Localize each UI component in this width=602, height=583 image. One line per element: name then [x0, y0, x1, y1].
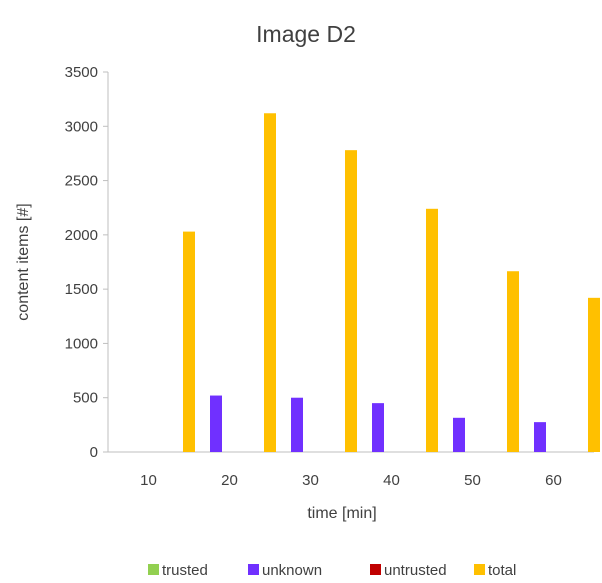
legend-label-total: total	[488, 562, 516, 579]
bar-total	[588, 297, 600, 452]
y-tick-label: 1000	[65, 335, 98, 352]
x-axis-label: time [min]	[307, 505, 376, 522]
x-tick-label: 30	[302, 472, 319, 489]
x-tick-label: 40	[383, 472, 400, 489]
bar-total	[426, 208, 438, 452]
x-tick-label: 60	[545, 472, 562, 489]
bar-unknown	[210, 395, 222, 452]
legend-label-untrusted: untrusted	[384, 562, 447, 579]
y-tick-label: 2500	[65, 173, 98, 190]
y-tick-label: 3500	[65, 64, 98, 81]
legend-label-trusted: trusted	[162, 562, 208, 579]
legend-swatch-unknown	[248, 564, 259, 575]
y-axis: 0 500 1000 1500 2000 2500 3000 3500	[65, 64, 109, 461]
legend: trusted unknown untrusted total	[148, 562, 516, 579]
y-tick-label: 0	[90, 444, 98, 461]
bar-total	[183, 231, 195, 452]
y-tick-label: 2000	[65, 227, 98, 244]
legend-swatch-untrusted	[370, 564, 381, 575]
bar-unknown	[372, 403, 384, 452]
x-tick-label: 50	[464, 472, 481, 489]
legend-label-unknown: unknown	[262, 562, 322, 579]
y-tick-label: 3000	[65, 118, 98, 135]
y-tick-label: 500	[73, 390, 98, 407]
bar-unknown	[453, 417, 465, 452]
chart-title: Image D2	[256, 21, 356, 47]
bar-unknown	[534, 422, 546, 452]
bar-unknown	[291, 397, 303, 452]
bar-total	[264, 113, 276, 452]
legend-swatch-total	[474, 564, 485, 575]
bars	[183, 113, 600, 452]
x-tick-label: 20	[221, 472, 238, 489]
x-axis: 10 20 30 40 50 60	[108, 451, 594, 489]
bar-total	[345, 150, 357, 452]
y-tick-label: 1500	[65, 281, 98, 298]
legend-swatch-trusted	[148, 564, 159, 575]
x-tick-label: 10	[140, 472, 157, 489]
y-axis-label: content items [#]	[15, 203, 32, 320]
bar-total	[507, 271, 519, 452]
